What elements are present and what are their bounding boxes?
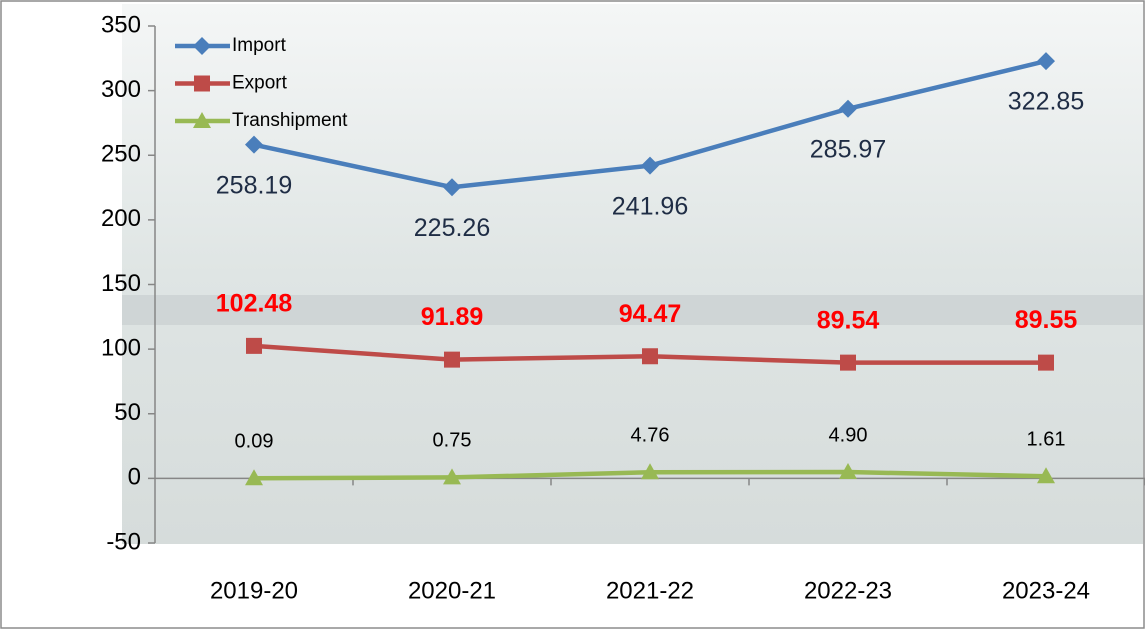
y-tick-label: 200 xyxy=(101,205,141,232)
value-label: 4.76 xyxy=(631,425,670,447)
chart: -50 0 50 100 150 200 250 300 350 2019-20 2020-21 20… xyxy=(0,0,1145,629)
y-tick-label: 250 xyxy=(101,141,141,168)
point xyxy=(444,352,460,368)
value-label: 258.19 xyxy=(216,171,292,199)
point xyxy=(1038,355,1054,371)
y-tick-label: 350 xyxy=(101,11,141,38)
value-label: 0.09 xyxy=(235,431,274,453)
y-tick-label: 300 xyxy=(101,76,141,103)
point xyxy=(642,348,658,364)
legend-label: Transhipment xyxy=(232,110,348,131)
value-label: 225.26 xyxy=(414,214,490,242)
y-tick-label: 0 xyxy=(128,464,141,491)
y-tick-label: -50 xyxy=(106,528,141,555)
value-label: 0.75 xyxy=(433,430,472,452)
point xyxy=(246,338,262,354)
value-label: 89.54 xyxy=(817,306,880,334)
value-label: 4.90 xyxy=(829,424,868,446)
x-tick-label: 2022-23 xyxy=(804,577,892,604)
x-tick-label: 2021-22 xyxy=(606,577,694,604)
value-label: 285.97 xyxy=(810,135,886,163)
value-label: 1.61 xyxy=(1027,429,1066,451)
value-label: 241.96 xyxy=(612,192,688,220)
point xyxy=(840,355,856,371)
x-tick-label: 2020-21 xyxy=(408,577,496,604)
y-tick-label: 100 xyxy=(101,334,141,361)
x-tick-label: 2019-20 xyxy=(210,577,298,604)
value-label: 94.47 xyxy=(619,300,682,328)
legend-label: Export xyxy=(232,73,288,94)
value-label: 102.48 xyxy=(216,290,293,318)
legend-label: Import xyxy=(232,35,287,56)
value-label: 322.85 xyxy=(1008,88,1084,116)
value-label: 91.89 xyxy=(421,303,484,331)
legend-marker xyxy=(194,76,210,92)
y-tick-label: 150 xyxy=(101,270,141,297)
x-tick-label: 2023-24 xyxy=(1002,577,1090,604)
value-label: 89.55 xyxy=(1015,306,1078,334)
y-tick-label: 50 xyxy=(114,399,141,426)
